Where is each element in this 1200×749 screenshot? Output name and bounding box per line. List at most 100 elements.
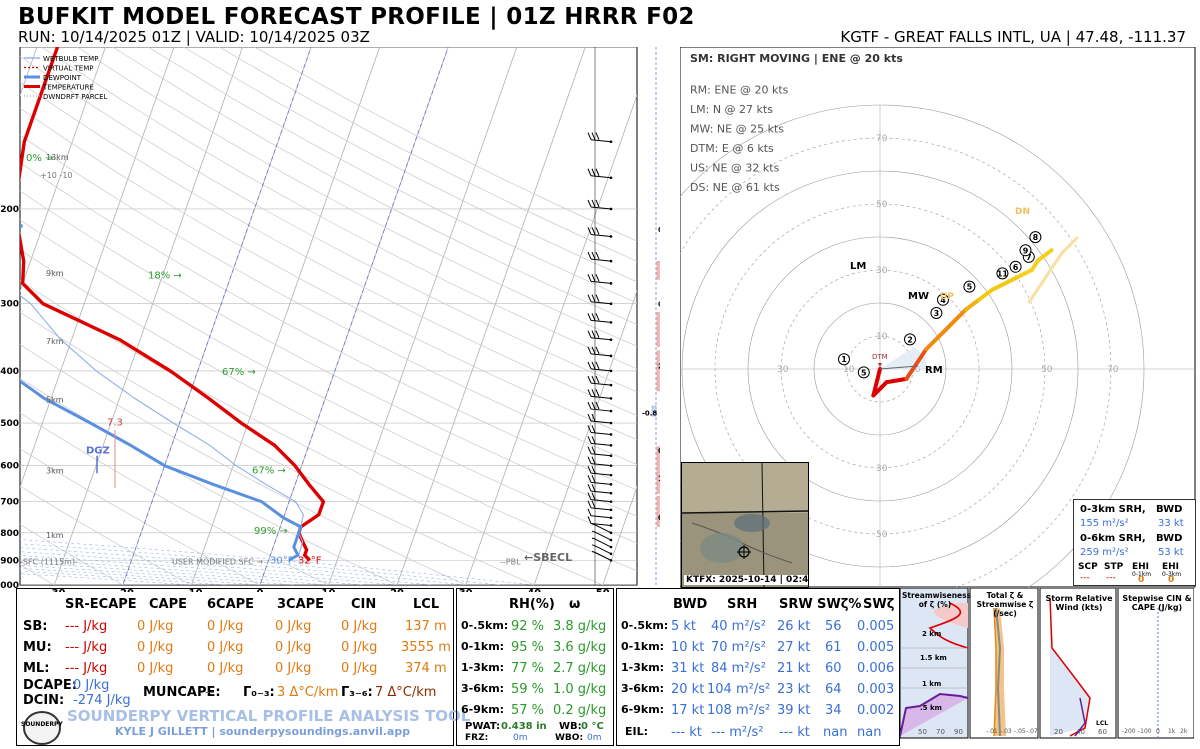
wind-barb-base: [609, 354, 613, 358]
hodograph-chart: 103050701030507030507010 123456789115LMM…: [680, 47, 1196, 588]
mu-6cape: 0 J/kg: [207, 640, 244, 655]
moisture-row-4-w: 1.0 g/kg: [553, 682, 607, 697]
dry-adiabat: [183, 47, 637, 283]
wind-barb-shaft: [594, 545, 612, 555]
isotherm-line: [328, 47, 518, 585]
kin-row-3-label: 1-3km:: [621, 661, 665, 674]
ml-6cape: 0 J/kg: [207, 661, 244, 676]
x-tick-label: 40: [527, 588, 541, 592]
moisture-row-3-rh: 77 %: [511, 661, 545, 676]
x-tick-label: 10: [322, 588, 336, 592]
mini3-tick-40: 40: [1076, 728, 1085, 736]
height-marker-label: 11: [997, 269, 1009, 278]
omega-label: 2.3: [658, 363, 660, 371]
dry-adiabat: [148, 47, 637, 304]
height-label: 5km: [46, 395, 64, 404]
dry-adiabat: [20, 344, 467, 585]
legend-label: DEWPOINT: [43, 74, 82, 82]
moisture-row-5-w: 0.2 g/kg: [553, 703, 607, 718]
wind-barb-flag: [587, 425, 592, 433]
pwat-value: 0.438 in: [501, 721, 547, 732]
mini-charts-graphic: [899, 587, 1195, 739]
rh-label: 0% →: [26, 153, 53, 164]
dry-adiabat: [20, 190, 637, 517]
sfc-wetbulb-label: 30°F: [270, 555, 294, 566]
wind-barb-flag: [591, 475, 596, 483]
mini-charts: Streamwiseness of ζ (%) 2 km 1.5 km 1 km…: [899, 587, 1195, 744]
wind-barb-shaft: [590, 280, 612, 284]
skewt-axes: −30 −20 −10 0 10 20 30 40 50 200 300 400 500 600 700 80…: [0, 153, 610, 592]
lapse-rate-label: 7.3: [107, 417, 123, 428]
dry-adiabat: [77, 47, 637, 347]
wind-barb-shaft: [590, 453, 612, 457]
kin-row-4-srw: 23 kt: [777, 682, 811, 697]
wind-barb-flag: [591, 523, 596, 526]
ring-label: 10: [909, 365, 921, 375]
wind-barb-shaft: [590, 472, 612, 476]
kin-row-2-bwd: 10 kt: [671, 640, 705, 655]
sfc-label: -SFC (1115m)-: [20, 557, 78, 566]
x-tick-label: 30: [459, 588, 473, 592]
moisture-row-1-w: 3.8 g/kg: [553, 619, 607, 634]
mini3-tick-20: 20: [1054, 728, 1063, 736]
mini4-tick-4: 1k: [1168, 728, 1176, 735]
dry-adiabat: [41, 47, 637, 370]
pressure-tick-label: 600: [0, 462, 19, 472]
wind-barb-flag: [587, 401, 592, 410]
wind-barb-flag: [587, 274, 592, 282]
wind-barb-shaft: [590, 515, 612, 519]
mini1-tick-70: 70: [936, 728, 945, 736]
omega-bar: [651, 405, 657, 417]
kin-row-4-swz-pct: 64: [825, 682, 842, 697]
pressure-tick-label: 400: [0, 367, 19, 377]
kin-row-4-label: 3-6km:: [621, 682, 665, 695]
wind-barb-flag: [587, 389, 592, 397]
moisture-table: RH(%) ω 0-.5km: 92 % 3.8 g/kg 0-1km: 95 …: [456, 588, 614, 746]
isotherm-line: [396, 47, 586, 585]
wind-barb-flag: [595, 346, 600, 355]
wind-barb-shaft: [590, 319, 612, 323]
wind-barb-base: [609, 491, 613, 495]
wind-barb-flag: [587, 251, 592, 260]
wind-barb-base: [609, 524, 613, 527]
eil-srw: --- kt: [779, 725, 810, 740]
ehi3-header: EHI: [1162, 562, 1180, 572]
moisture-row-2-w: 3.6 g/kg: [553, 640, 607, 655]
wind-barb-flag: [587, 492, 592, 500]
mu-cin: 0 J/kg: [341, 640, 378, 655]
wind-barb-base: [609, 421, 613, 425]
mini2-stream-line: [993, 607, 997, 737]
kin-header-swz-pct: SWζ%: [817, 597, 862, 612]
moisture-header-w: ω: [569, 597, 581, 612]
wind-barb-flag: [595, 227, 600, 235]
kin-row-1-srh: 40 m²/s²: [711, 619, 766, 634]
dry-adiabat: [20, 280, 604, 585]
wind-barb-flag: [587, 168, 592, 176]
wind-barb-shaft: [594, 524, 612, 534]
x-tick-label: −10: [180, 588, 202, 592]
hodograph-rings: 103050701030507030507010: [680, 104, 1195, 588]
wind-barb-shaft: [594, 551, 612, 561]
pressure-tick-label: 200: [0, 205, 19, 215]
pressure-tick-label: 500: [0, 419, 19, 429]
wind-barb-flag: [591, 199, 596, 208]
wind-barb-shaft: [590, 206, 612, 210]
wind-barb-shaft: [590, 368, 612, 372]
wind-barb-flag: [591, 375, 596, 384]
x-tick-label: 0: [256, 588, 263, 592]
storm-motion-header: SM: RIGHT MOVING | ENE @ 20 kts: [690, 52, 903, 65]
wbo-value: 0m: [587, 733, 602, 743]
wind-barb-flag: [591, 401, 596, 410]
omega-label: 0.7: [658, 447, 660, 455]
thermo-header-3cape: 3CAPE: [277, 597, 325, 612]
wind-barb-flag: [587, 436, 592, 444]
wind-barb-shaft: [594, 531, 612, 541]
scp-value: ---: [1080, 573, 1090, 583]
srh-header-1: 0-3km SRH,: [1080, 504, 1146, 515]
hodograph-segment: [990, 274, 1021, 292]
mu-srecape: --- J/kg: [65, 640, 108, 655]
omega-bar: [656, 350, 660, 392]
dry-adiabat: [20, 412, 330, 585]
wind-barb-flag: [591, 483, 596, 492]
mw-label: MW: [908, 291, 929, 302]
